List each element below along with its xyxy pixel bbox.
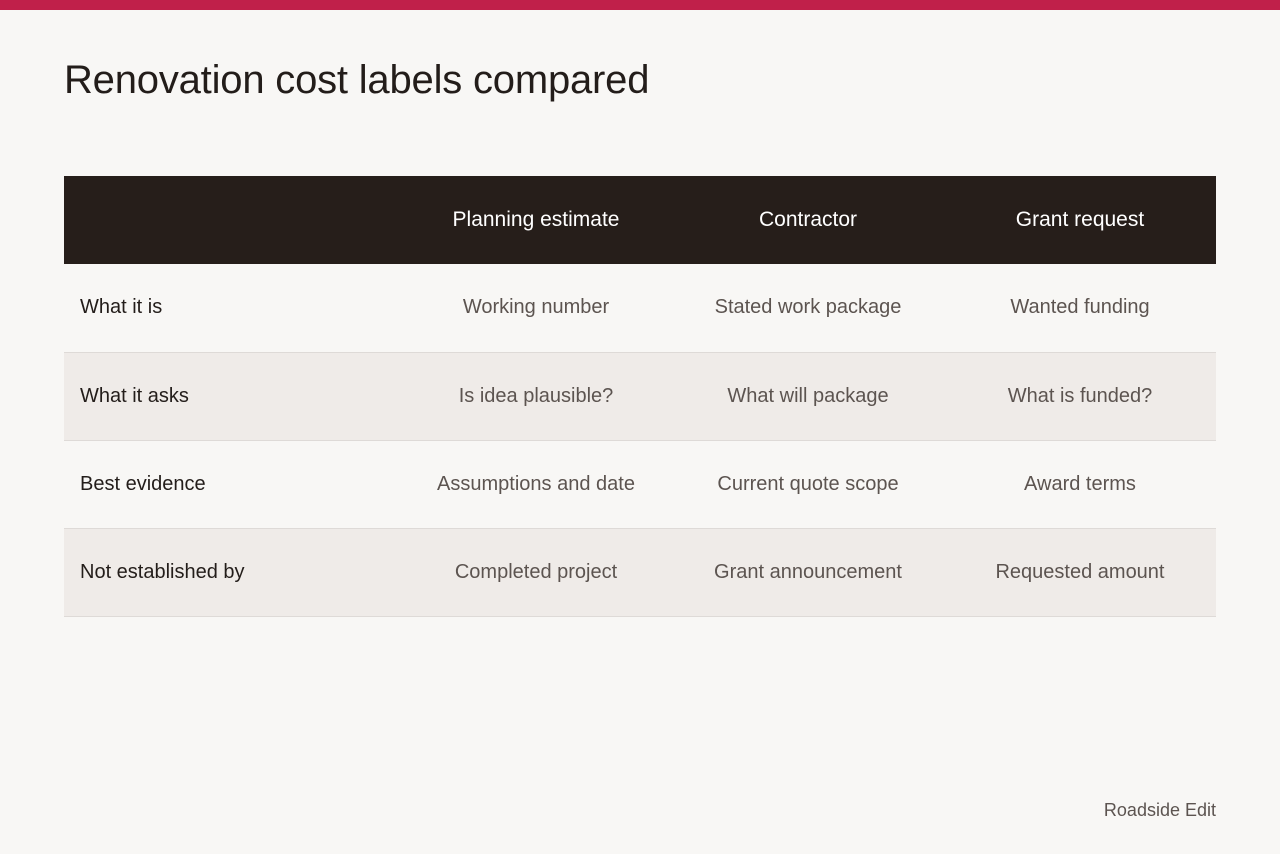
- table-cell: Wanted funding: [1010, 296, 1150, 319]
- row-label: What it is: [80, 296, 163, 319]
- table-cell: Completed project: [454, 560, 618, 583]
- column-header-grant-request: Grant request: [1015, 208, 1145, 231]
- table-cell: Current quote scope: [717, 472, 899, 495]
- table-cell: Working number: [462, 296, 610, 319]
- row-label: Best evidence: [80, 472, 206, 495]
- table-cell: Award terms: [1024, 472, 1136, 495]
- table-cell: Requested amount: [995, 560, 1165, 583]
- column-header-contractor: Contractor: [758, 208, 858, 231]
- row-label: What it asks: [80, 384, 189, 407]
- table-cell: Grant announcement: [714, 560, 902, 583]
- footer-credit: Roadside Edit: [1103, 800, 1216, 820]
- table-corner-cell: [64, 176, 400, 264]
- table-header-row: Planning estimate Contractor Grant reque…: [64, 176, 1216, 264]
- table-row: Best evidence Assumptions and date Curre…: [64, 440, 1216, 528]
- page-title: Renovation cost labels compared: [64, 58, 650, 102]
- top-accent-bar: [0, 0, 1280, 10]
- table-cell: What will package: [727, 384, 889, 407]
- column-header-planning-estimate: Planning estimate: [452, 208, 620, 231]
- table-cell: Is idea plausible?: [458, 384, 614, 407]
- table-cell: Assumptions and date: [437, 472, 635, 495]
- comparison-table: Planning estimate Contractor Grant reque…: [64, 176, 1216, 617]
- row-label: Not established by: [80, 560, 245, 583]
- table-row: What it is Working number Stated work pa…: [64, 264, 1216, 352]
- table-cell: What is funded?: [1007, 384, 1153, 407]
- table-row: Not established by Completed project Gra…: [64, 528, 1216, 616]
- table-row: What it asks Is idea plausible? What wil…: [64, 352, 1216, 440]
- table-cell: Stated work package: [714, 296, 902, 319]
